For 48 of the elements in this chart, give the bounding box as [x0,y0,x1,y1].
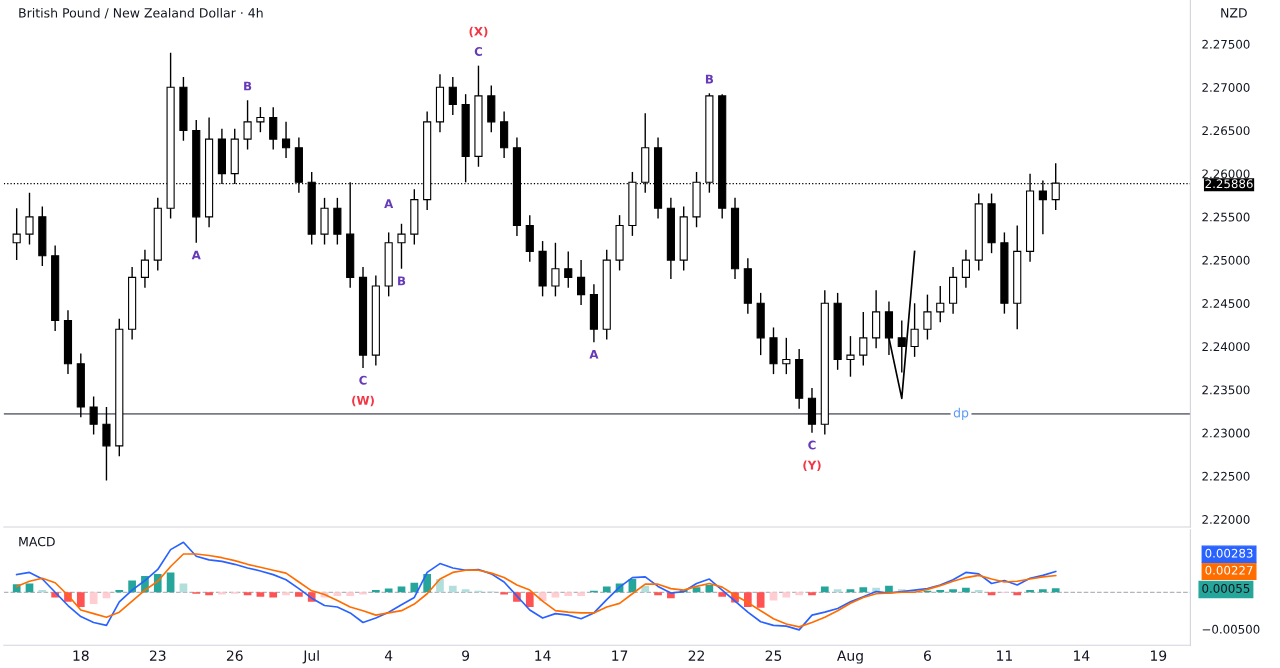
annotation: B [705,74,714,84]
annotation: C [474,46,483,56]
annotation: A [384,199,394,208]
x-tick-label: 9 [462,650,470,661]
x-tick-label: 11 [997,650,1012,661]
x-tick-label: Aug [837,650,863,664]
ref-line-label: dp [953,407,969,420]
x-tick-label: 17 [612,650,628,661]
y-tick-label: 2.24500 [1202,298,1250,308]
annotation: (X) [469,26,488,38]
x-tick-label: 26 [226,650,243,661]
x-tick-label: 6 [923,650,931,661]
x-tick-label: 14 [1074,650,1090,661]
text: 0.00227 [1205,565,1253,575]
y-tick-label: 2.22000 [1202,515,1250,524]
annotation: C [808,440,816,450]
annotation: B [244,81,252,91]
x-tick-label: Jul [302,650,319,664]
y-tick-label: 2.22500 [1202,471,1250,481]
ref-line-label: 2.25886 [1205,179,1253,189]
y-tick-label: −0.00500 [1202,624,1260,634]
x-tick-label: 25 [765,650,782,661]
x-tick-label: 19 [1151,650,1167,661]
annotation: A [191,250,201,260]
y-tick-label: 2.25000 [1202,255,1250,265]
text: British Pound / New Zealand Dollar · 4h [19,7,263,19]
y-tick-label: 2.23500 [1202,385,1250,395]
chart-title: MACD [19,536,55,547]
annotation: (W) [352,395,374,407]
y-tick-label: 0.00055 [1202,583,1250,593]
y-tick-label: 2.26500 [1202,126,1250,136]
x-tick-label: 4 [384,650,393,661]
x-tick-label: 18 [73,650,89,661]
y-tick-label: 2.25500 [1202,212,1250,222]
y-tick-label: 2.26000 [1202,169,1250,179]
annotation: C [359,375,367,385]
annotation: B [398,276,406,286]
x-tick-label: 14 [535,650,551,661]
y-tick-label: 2.27000 [1202,82,1250,92]
text: 0.00283 [1205,548,1253,558]
x-tick-label: 22 [688,650,704,661]
annotation: A [589,350,599,359]
y-tick-label: 2.23000 [1202,428,1250,438]
y-tick-label: 2.27500 [1202,39,1250,49]
y-axis-title: NZD [1221,8,1247,18]
annotation: (Y) [803,460,821,472]
x-tick-label: 23 [149,650,166,661]
y-tick-label: 2.24000 [1202,342,1250,352]
